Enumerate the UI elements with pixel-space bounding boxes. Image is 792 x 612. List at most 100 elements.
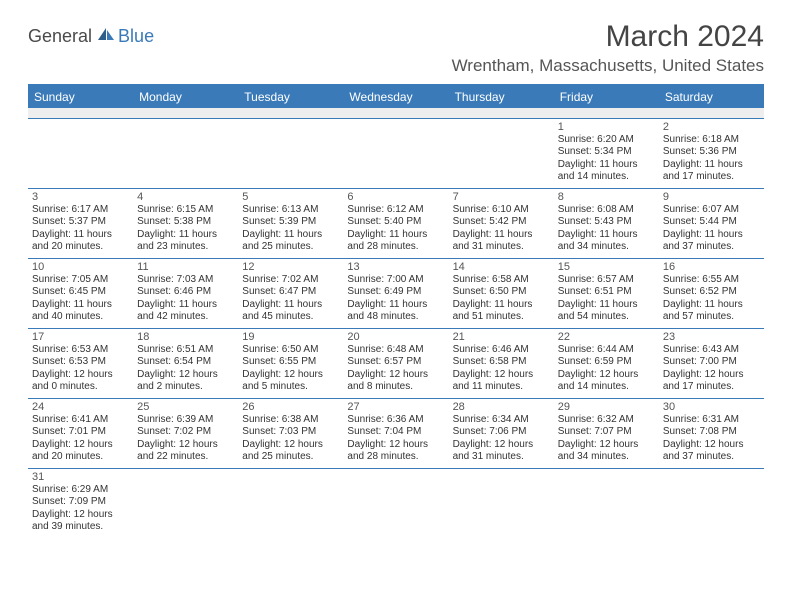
day-number: 16	[663, 261, 760, 273]
day-number: 12	[242, 261, 339, 273]
calendar-day: 26Sunrise: 6:38 AMSunset: 7:03 PMDayligh…	[238, 398, 343, 468]
day-info: Sunrise: 6:57 AMSunset: 6:51 PMDaylight:…	[558, 274, 655, 324]
calendar-day: 11Sunrise: 7:03 AMSunset: 6:46 PMDayligh…	[133, 258, 238, 328]
header: General Blue March 2024 Wrentham, Massac…	[28, 20, 764, 76]
day-number: 25	[137, 401, 234, 413]
day-info: Sunrise: 6:39 AMSunset: 7:02 PMDaylight:…	[137, 414, 234, 464]
calendar-day: 4Sunrise: 6:15 AMSunset: 5:38 PMDaylight…	[133, 188, 238, 258]
calendar-day: 20Sunrise: 6:48 AMSunset: 6:57 PMDayligh…	[343, 328, 448, 398]
day-info: Sunrise: 6:41 AMSunset: 7:01 PMDaylight:…	[32, 414, 129, 464]
calendar-day: 16Sunrise: 6:55 AMSunset: 6:52 PMDayligh…	[659, 258, 764, 328]
day-info: Sunrise: 7:02 AMSunset: 6:47 PMDaylight:…	[242, 274, 339, 324]
day-number: 2	[663, 121, 760, 133]
calendar-day: 1Sunrise: 6:20 AMSunset: 5:34 PMDaylight…	[554, 118, 659, 188]
calendar-day: 8Sunrise: 6:08 AMSunset: 5:43 PMDaylight…	[554, 188, 659, 258]
calendar-day: 2Sunrise: 6:18 AMSunset: 5:36 PMDaylight…	[659, 118, 764, 188]
calendar-day	[238, 468, 343, 538]
calendar-day: 9Sunrise: 6:07 AMSunset: 5:44 PMDaylight…	[659, 188, 764, 258]
col-wednesday: Wednesday	[343, 85, 448, 108]
day-number: 28	[453, 401, 550, 413]
day-number: 19	[242, 331, 339, 343]
day-info: Sunrise: 6:32 AMSunset: 7:07 PMDaylight:…	[558, 414, 655, 464]
day-info: Sunrise: 6:38 AMSunset: 7:03 PMDaylight:…	[242, 414, 339, 464]
col-friday: Friday	[554, 85, 659, 108]
col-sunday: Sunday	[28, 85, 133, 108]
calendar-day: 10Sunrise: 7:05 AMSunset: 6:45 PMDayligh…	[28, 258, 133, 328]
calendar-week: 17Sunrise: 6:53 AMSunset: 6:53 PMDayligh…	[28, 328, 764, 398]
calendar-body: 1Sunrise: 6:20 AMSunset: 5:34 PMDaylight…	[28, 108, 764, 538]
day-number: 5	[242, 191, 339, 203]
calendar-day: 5Sunrise: 6:13 AMSunset: 5:39 PMDaylight…	[238, 188, 343, 258]
day-number: 24	[32, 401, 129, 413]
day-number: 11	[137, 261, 234, 273]
day-info: Sunrise: 6:36 AMSunset: 7:04 PMDaylight:…	[347, 414, 444, 464]
calendar-day: 3Sunrise: 6:17 AMSunset: 5:37 PMDaylight…	[28, 188, 133, 258]
day-number: 13	[347, 261, 444, 273]
day-number: 31	[32, 471, 129, 483]
day-number: 8	[558, 191, 655, 203]
calendar-day: 21Sunrise: 6:46 AMSunset: 6:58 PMDayligh…	[449, 328, 554, 398]
day-number: 17	[32, 331, 129, 343]
day-info: Sunrise: 6:15 AMSunset: 5:38 PMDaylight:…	[137, 204, 234, 254]
calendar-day	[343, 118, 448, 188]
day-info: Sunrise: 6:44 AMSunset: 6:59 PMDaylight:…	[558, 344, 655, 394]
calendar-day	[554, 468, 659, 538]
day-number: 7	[453, 191, 550, 203]
calendar-day: 22Sunrise: 6:44 AMSunset: 6:59 PMDayligh…	[554, 328, 659, 398]
calendar-day: 30Sunrise: 6:31 AMSunset: 7:08 PMDayligh…	[659, 398, 764, 468]
logo-text-general: General	[28, 26, 92, 47]
day-info: Sunrise: 6:29 AMSunset: 7:09 PMDaylight:…	[32, 484, 129, 534]
day-number: 21	[453, 331, 550, 343]
col-tuesday: Tuesday	[238, 85, 343, 108]
day-info: Sunrise: 6:55 AMSunset: 6:52 PMDaylight:…	[663, 274, 760, 324]
day-header-row: Sunday Monday Tuesday Wednesday Thursday…	[28, 85, 764, 108]
day-number: 1	[558, 121, 655, 133]
day-number: 18	[137, 331, 234, 343]
day-info: Sunrise: 7:03 AMSunset: 6:46 PMDaylight:…	[137, 274, 234, 324]
calendar-week: 31Sunrise: 6:29 AMSunset: 7:09 PMDayligh…	[28, 468, 764, 538]
day-number: 4	[137, 191, 234, 203]
day-number: 22	[558, 331, 655, 343]
day-info: Sunrise: 6:13 AMSunset: 5:39 PMDaylight:…	[242, 204, 339, 254]
day-info: Sunrise: 6:53 AMSunset: 6:53 PMDaylight:…	[32, 344, 129, 394]
calendar-day	[133, 118, 238, 188]
day-info: Sunrise: 6:48 AMSunset: 6:57 PMDaylight:…	[347, 344, 444, 394]
day-info: Sunrise: 6:51 AMSunset: 6:54 PMDaylight:…	[137, 344, 234, 394]
day-info: Sunrise: 6:07 AMSunset: 5:44 PMDaylight:…	[663, 204, 760, 254]
day-number: 30	[663, 401, 760, 413]
calendar-day: 15Sunrise: 6:57 AMSunset: 6:51 PMDayligh…	[554, 258, 659, 328]
day-info: Sunrise: 6:31 AMSunset: 7:08 PMDaylight:…	[663, 414, 760, 464]
logo: General Blue	[28, 20, 154, 47]
calendar-table: Sunday Monday Tuesday Wednesday Thursday…	[28, 84, 764, 538]
col-thursday: Thursday	[449, 85, 554, 108]
logo-sail-icon	[96, 26, 116, 47]
blank-row	[28, 108, 764, 118]
calendar-day: 18Sunrise: 6:51 AMSunset: 6:54 PMDayligh…	[133, 328, 238, 398]
calendar-day: 28Sunrise: 6:34 AMSunset: 7:06 PMDayligh…	[449, 398, 554, 468]
day-number: 3	[32, 191, 129, 203]
day-info: Sunrise: 7:00 AMSunset: 6:49 PMDaylight:…	[347, 274, 444, 324]
calendar-day	[343, 468, 448, 538]
day-info: Sunrise: 6:46 AMSunset: 6:58 PMDaylight:…	[453, 344, 550, 394]
day-info: Sunrise: 6:50 AMSunset: 6:55 PMDaylight:…	[242, 344, 339, 394]
col-monday: Monday	[133, 85, 238, 108]
day-info: Sunrise: 6:12 AMSunset: 5:40 PMDaylight:…	[347, 204, 444, 254]
location-text: Wrentham, Massachusetts, United States	[452, 56, 764, 76]
col-saturday: Saturday	[659, 85, 764, 108]
day-info: Sunrise: 6:34 AMSunset: 7:06 PMDaylight:…	[453, 414, 550, 464]
calendar-day: 7Sunrise: 6:10 AMSunset: 5:42 PMDaylight…	[449, 188, 554, 258]
day-info: Sunrise: 7:05 AMSunset: 6:45 PMDaylight:…	[32, 274, 129, 324]
month-title: March 2024	[452, 20, 764, 54]
calendar-day: 12Sunrise: 7:02 AMSunset: 6:47 PMDayligh…	[238, 258, 343, 328]
calendar-week: 10Sunrise: 7:05 AMSunset: 6:45 PMDayligh…	[28, 258, 764, 328]
day-number: 9	[663, 191, 760, 203]
calendar-week: 3Sunrise: 6:17 AMSunset: 5:37 PMDaylight…	[28, 188, 764, 258]
day-number: 15	[558, 261, 655, 273]
day-info: Sunrise: 6:58 AMSunset: 6:50 PMDaylight:…	[453, 274, 550, 324]
day-info: Sunrise: 6:20 AMSunset: 5:34 PMDaylight:…	[558, 134, 655, 184]
calendar-week: 1Sunrise: 6:20 AMSunset: 5:34 PMDaylight…	[28, 118, 764, 188]
calendar-day: 17Sunrise: 6:53 AMSunset: 6:53 PMDayligh…	[28, 328, 133, 398]
calendar-day	[449, 468, 554, 538]
day-number: 10	[32, 261, 129, 273]
day-number: 20	[347, 331, 444, 343]
